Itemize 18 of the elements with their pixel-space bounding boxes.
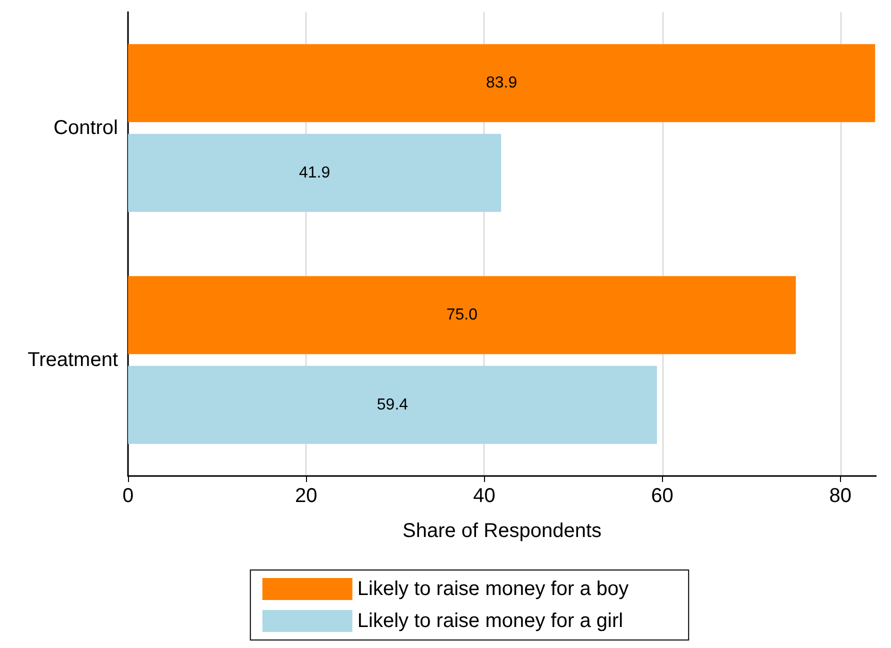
bar [128,134,502,212]
legend-label: Likely to raise money for a boy [357,578,629,600]
x-tick-label: 80 [829,485,852,507]
x-tick-label: 40 [473,485,496,507]
data-label: 83.9 [486,74,518,92]
data-label: 59.4 [376,396,408,414]
bar [128,276,796,354]
bar [128,366,657,444]
x-tick-label: 20 [294,485,318,507]
data-label: 41.9 [298,164,330,182]
y-tick-label: Control [54,117,118,139]
legend-label: Likely to raise money for a girl [357,610,624,632]
x-tick-label: 0 [122,485,134,507]
bar [128,44,876,122]
data-label: 75.0 [446,306,478,324]
x-tick-label: 60 [651,485,674,507]
x-axis-title: Share of Respondents [402,520,602,542]
y-tick-label: Treatment [28,349,118,371]
